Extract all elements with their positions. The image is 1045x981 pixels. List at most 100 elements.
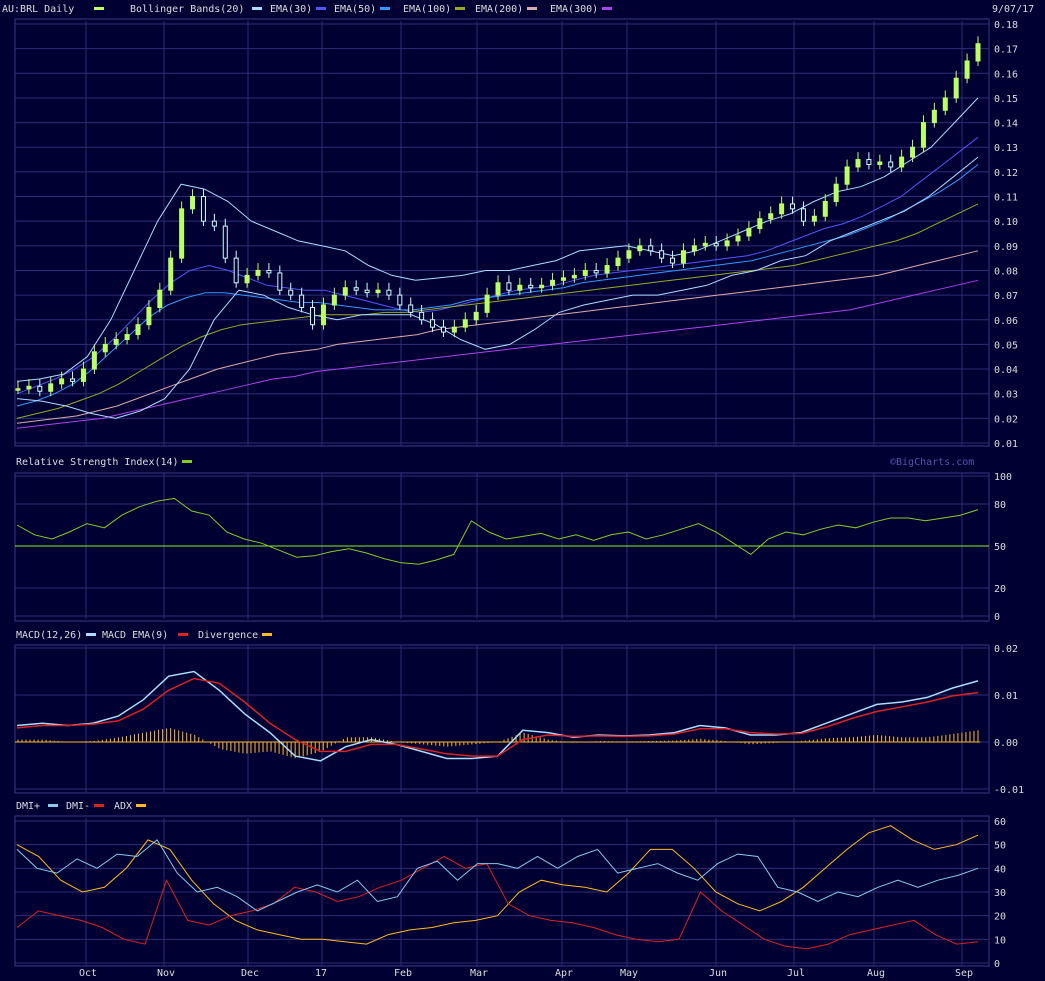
price-candle [822,200,828,217]
dmi-panel: DMI+ DMI- ADX 60 50 40 30 20 10 0 [14,801,1006,970]
ema100-line [16,203,979,419]
adx-title: ADX [114,801,132,812]
price-candle [320,304,326,326]
price-candle [200,196,206,222]
price-candle [779,203,785,215]
price-candle [277,272,283,291]
price-y-tick-label: 0.10 [994,217,1018,228]
price-candle [473,311,479,321]
divergence-bars [15,728,980,759]
price-candle [266,269,272,274]
price-y-tick-label: 0.04 [994,365,1018,376]
legend-ema300-swatch [602,7,612,10]
rsi-line [16,497,979,565]
bollinger-upper-line [16,97,979,382]
ema300-line [16,279,979,429]
price-y-tick-label: 0.07 [994,291,1018,302]
bollinger-lower-line [16,156,979,419]
price-candle [931,109,937,124]
price-candle [59,378,65,385]
macd-ema-title: MACD EMA(9) [102,630,168,641]
legend-ema200-swatch [527,7,537,10]
x-tick-label: Oct [79,968,97,979]
price-y-tick-label: 0.12 [994,168,1018,179]
price-candle [26,385,32,390]
x-tick-label: Dec [241,968,259,979]
price-candle [659,250,665,259]
macd-panel-frame [14,644,990,794]
price-candle [800,208,806,222]
dmi-y-tick-label: 40 [994,864,1006,875]
legend-ema100-swatch [455,7,465,10]
price-candle [790,203,796,210]
price-candle [331,294,337,306]
price-candle [91,351,97,370]
x-axis-labels: Oct Nov Dec 17 Feb Mar Apr May Jun Jul Aug Sep [79,968,973,979]
price-candle [408,304,414,313]
price-candle [560,277,566,281]
price-candle [615,257,621,267]
price-candle [724,240,730,247]
price-panel: 0.18 0.17 0.16 0.15 0.14 0.13 0.12 0.11 0.10 0.09… [14,18,1018,450]
rsi-lines [16,497,979,565]
dmi-minus-swatch [94,804,104,807]
price-panel-frame [14,18,990,447]
price-candle [550,279,556,286]
price-candle [571,274,577,279]
price-candle [942,97,948,111]
macd-y-tick-label: 0.02 [994,644,1018,655]
price-candle [310,306,316,326]
x-tick-label: Apr [555,968,573,979]
macd-ema-swatch [178,633,188,636]
rsi-y-tick-label: 20 [994,584,1006,595]
rsi-panel: Relative Strength Index(14) ©BigCharts.c… [14,457,1012,623]
price-candle [288,289,294,296]
macd-y-ticks: 0.02 0.01 0.00 -0.01 [994,644,1024,796]
price-candle [451,326,457,333]
legend-bollinger-swatch [252,7,262,10]
price-y-tick-label: 0.17 [994,45,1018,56]
price-candle [222,225,228,259]
x-tick-label: Jul [787,968,805,979]
price-candle [255,269,261,276]
price-candle [135,324,141,336]
dmi-panel-frame [14,815,990,967]
price-candle [888,161,894,168]
dmi-plus-swatch [48,804,58,807]
price-candle [419,311,425,321]
price-candle [37,385,43,392]
price-candle [626,250,632,259]
macd-swatch [86,633,96,636]
price-y-tick-label: 0.02 [994,414,1018,425]
legend-ema50: EMA(50) [334,4,376,15]
price-candle [15,388,21,391]
chart-date: 9/07/17 [992,4,1034,15]
dmi-plus-title: DMI+ [16,801,40,812]
price-candle [102,343,108,353]
dmi-y-tick-label: 10 [994,935,1006,946]
price-candle [975,43,981,62]
divergence-title: Divergence [198,630,258,641]
price-candle [528,284,534,289]
macd-y-tick-label: -0.01 [994,785,1024,796]
price-candle [211,220,217,227]
rsi-y-tick-label: 100 [994,472,1012,483]
macd-panel: MACD(12,26) MACD EMA(9) Divergence 0.020… [14,630,1024,796]
dmi-minus-title: DMI- [66,801,90,812]
legend-ema200: EMA(200) [475,4,523,15]
price-candle [157,289,163,308]
rsi-y-tick-label: 0 [994,612,1000,623]
price-y-tick-label: 0.11 [994,193,1018,204]
price-y-tick-label: 0.13 [994,143,1018,154]
price-candle [844,166,850,185]
price-candle [811,215,817,222]
x-tick-label: Feb [394,968,412,979]
symbol-label: AU:BRL Daily [2,4,74,15]
price-candle [70,378,76,382]
price-candle [495,282,501,296]
dmi-y-tick-label: 20 [994,912,1006,923]
macd-ema-line [16,677,979,757]
price-y-ticks: 0.18 0.17 0.16 0.15 0.14 0.13 0.12 0.11 0.10 0.09… [994,20,1018,450]
dmi-minus-line [16,855,979,950]
price-candle [582,269,588,276]
